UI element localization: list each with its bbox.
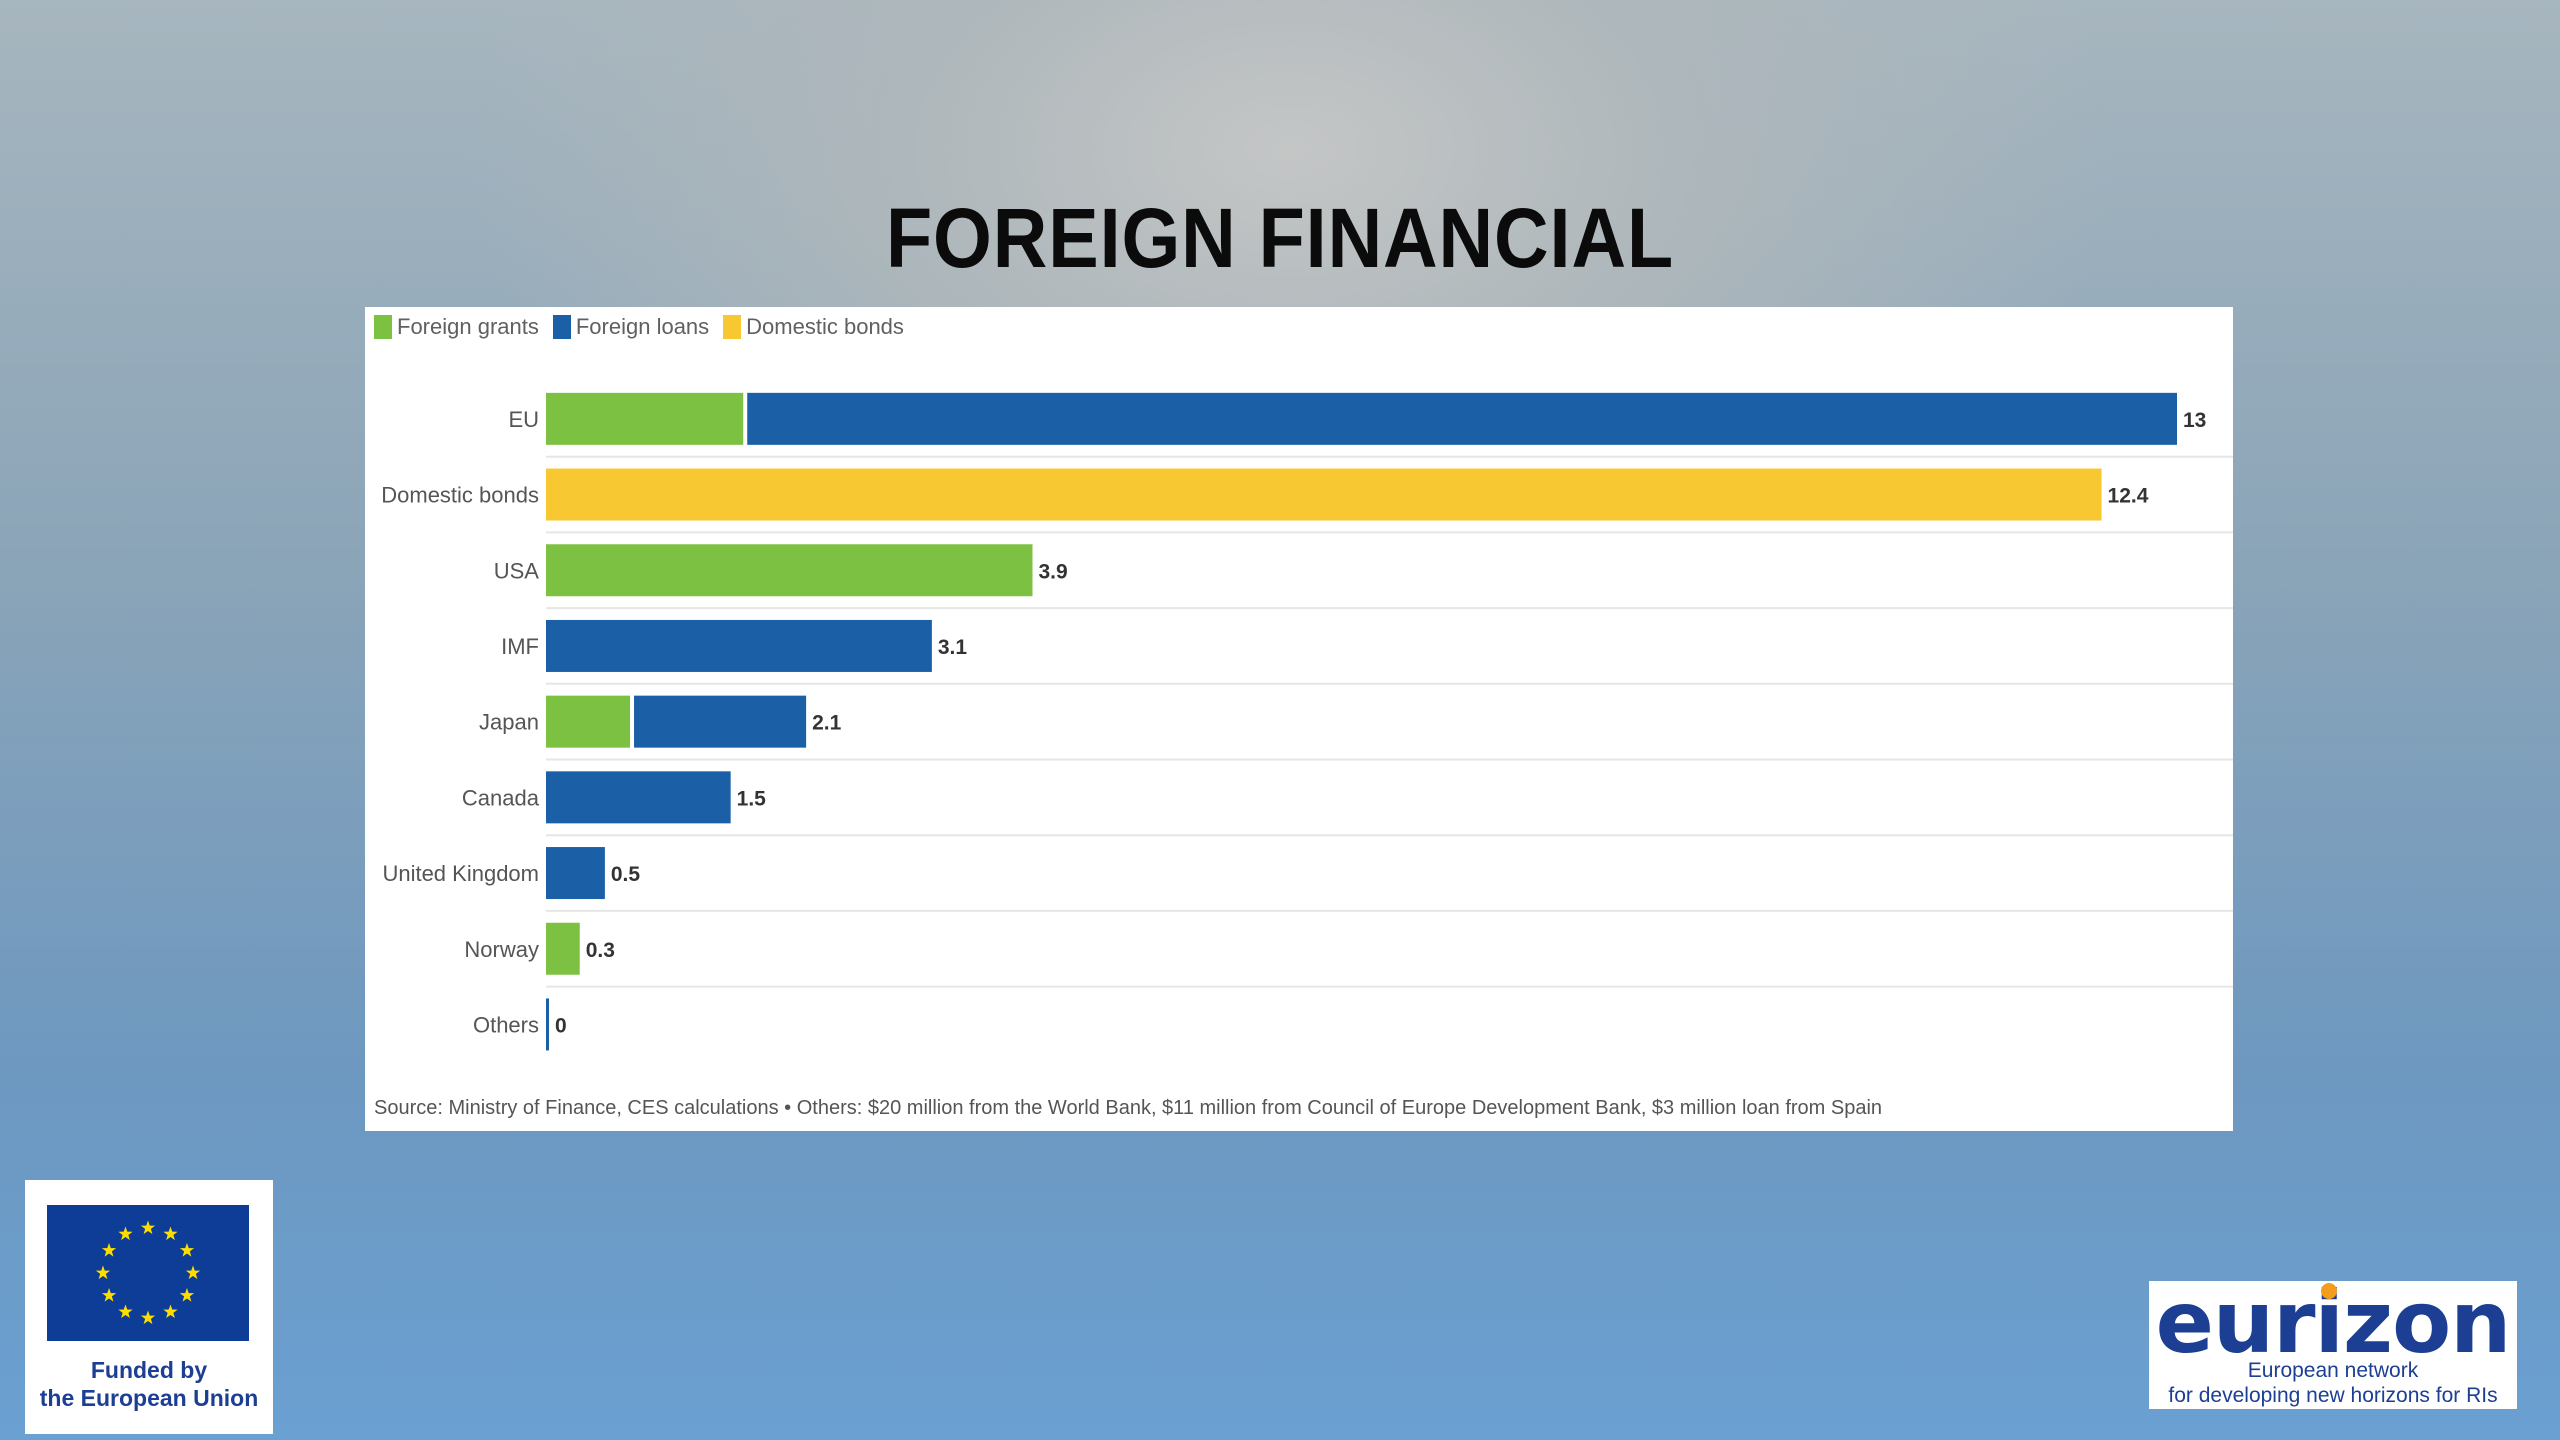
chart-source-note: Source: Ministry of Finance, CES calcula…	[374, 1097, 1883, 1119]
eu-star-icon	[179, 1288, 195, 1302]
bar-segment[interactable]	[546, 695, 631, 748]
bar-value-label: 3.9	[1039, 560, 1068, 583]
category-label: Domestic bonds	[381, 483, 539, 508]
category-label: Norway	[464, 937, 539, 962]
bar-value-label: 13	[2183, 409, 2206, 432]
eu-funding-logo: Funded by the European Union	[25, 1180, 273, 1434]
legend-item-domestic-bonds[interactable]: Domestic bonds	[723, 314, 904, 340]
eu-star-icon	[118, 1226, 133, 1241]
legend-label-domestic-bonds: Domestic bonds	[746, 314, 904, 339]
bar-segment[interactable]	[546, 998, 549, 1051]
category-label: IMF	[501, 634, 539, 659]
bar-segment[interactable]	[747, 392, 2178, 445]
category-label: Others	[473, 1012, 539, 1037]
bar-segment[interactable]	[546, 468, 2102, 521]
eu-star-icon	[118, 1304, 133, 1319]
bar-segment[interactable]	[546, 392, 744, 445]
eu-star-icon	[95, 1265, 111, 1280]
eurizon-dot-icon	[2321, 1283, 2337, 1299]
eu-funding-line2: the European Union	[39, 1385, 259, 1411]
category-label: United Kingdom	[382, 861, 539, 886]
eu-star-icon	[185, 1265, 201, 1280]
bar-segment[interactable]	[546, 771, 731, 824]
bar-value-label: 12.4	[2108, 485, 2149, 508]
category-label: Japan	[479, 710, 539, 735]
legend-label-foreign-grants: Foreign grants	[397, 314, 539, 339]
category-label: USA	[494, 558, 540, 583]
bar-segment[interactable]	[546, 922, 580, 975]
eu-funding-line1: Funded by	[90, 1357, 208, 1383]
eurizon-logo: eurizon European network for developing …	[2149, 1281, 2517, 1409]
bar-segment[interactable]	[546, 619, 932, 672]
bar-value-label: 0.5	[611, 863, 641, 886]
eu-funding-text: Funded by the European Union	[25, 1356, 273, 1412]
chart-legend: Foreign grants Foreign loans Domestic bo…	[374, 314, 904, 340]
legend-swatch-domestic-bonds	[723, 315, 742, 339]
category-label: EU	[508, 407, 539, 432]
eu-star-icon	[163, 1304, 178, 1319]
bar-chart: EU 13 Domestic bonds 12.4 USA 3.9 IMF 3.1 Japan 2…	[381, 392, 2233, 1051]
bar-value-label: 3.1	[938, 636, 968, 659]
legend-label-foreign-loans: Foreign loans	[575, 314, 710, 339]
eurizon-tagline-line1: European network	[2247, 1359, 2419, 1382]
category-label: Canada	[462, 785, 540, 810]
eu-star-icon	[101, 1243, 117, 1257]
legend-swatch-foreign-grants	[374, 315, 392, 339]
bar-segment[interactable]	[546, 544, 1033, 597]
bar-value-label: 2.1	[812, 712, 842, 735]
legend-item-foreign-loans[interactable]: Foreign loans	[552, 314, 710, 340]
eu-star-icon	[179, 1243, 195, 1257]
eu-flag-icon	[47, 1205, 249, 1341]
bar-segment[interactable]	[634, 695, 807, 748]
eu-star-icon	[140, 1220, 156, 1235]
page-title: FOREIGN FINANCIAL	[885, 191, 1675, 285]
chart-panel: Foreign grants Foreign loans Domestic bo…	[365, 307, 2233, 1131]
bar-segment[interactable]	[546, 847, 605, 900]
eu-star-icon	[163, 1226, 178, 1241]
bar-value-label: 1.5	[737, 787, 767, 810]
legend-swatch-foreign-loans	[552, 315, 571, 339]
eurizon-tagline-line2: for developing new horizons for RIs	[2168, 1384, 2498, 1407]
eu-star-icon	[140, 1310, 156, 1325]
bar-value-label: 0.3	[586, 939, 615, 962]
legend-item-foreign-grants[interactable]: Foreign grants	[374, 314, 539, 340]
eu-star-icon	[101, 1288, 117, 1302]
bar-value-label: 0	[555, 1014, 567, 1037]
